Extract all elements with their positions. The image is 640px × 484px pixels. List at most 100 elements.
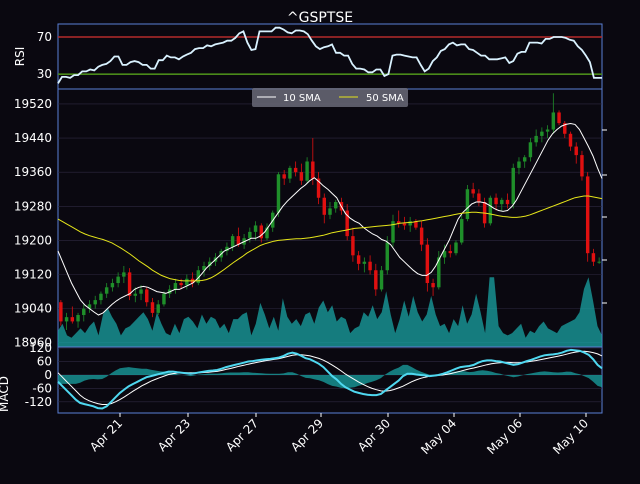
candle-body: [517, 161, 521, 168]
candle-body: [150, 302, 155, 313]
candle-body: [110, 283, 115, 288]
macd-tick-label: -60: [32, 381, 52, 395]
candle-body: [402, 223, 407, 226]
candle-body: [368, 261, 372, 271]
candle-body: [591, 253, 596, 262]
sma10-line: [57, 122, 603, 316]
rsi-tick-label: 30: [37, 67, 52, 81]
price-panel: 18960 19040 19120 19200 19280 19360 19440 19520…: [14, 88, 607, 350]
candle-body: [288, 167, 292, 179]
candle-body: [351, 236, 355, 256]
candle-body: [448, 251, 452, 254]
candle-body: [414, 221, 418, 228]
price-tick-label: 19120: [14, 268, 52, 282]
candle-body: [385, 242, 389, 271]
candle-body: [293, 167, 298, 173]
candle-body: [139, 289, 143, 294]
macd-tick-label: 60: [37, 355, 52, 369]
candle-body: [585, 176, 590, 254]
candle-body: [425, 244, 430, 284]
candle-body: [356, 255, 361, 264]
candle-body: [574, 146, 578, 156]
rsi-tick-label: 70: [37, 30, 52, 44]
candle-body: [133, 293, 138, 296]
candle-body: [345, 210, 349, 237]
candle-body: [396, 221, 401, 224]
candle-body: [196, 270, 201, 284]
candle-body: [488, 197, 493, 224]
signal-line: [57, 350, 603, 405]
candle-body: [494, 197, 498, 205]
candle-body: [528, 142, 533, 158]
macd-histogram: [58, 364, 602, 389]
price-tick-label: 19440: [14, 131, 52, 145]
candle-body: [551, 112, 556, 130]
chart-title: ^GSPTSE: [287, 10, 353, 26]
candle-body: [540, 131, 544, 136]
candle-body: [316, 178, 321, 198]
sma50-line: [57, 195, 603, 282]
macd-line: [57, 348, 603, 410]
candle-body: [185, 278, 189, 286]
candle-body: [568, 133, 573, 147]
candle-body: [459, 219, 464, 243]
candle-body: [442, 251, 447, 258]
legend-box: [252, 88, 408, 107]
candle-body: [179, 283, 183, 286]
candle-body: [391, 221, 395, 243]
candle-body: [208, 261, 212, 266]
rsi-panel: 30 70 RSI: [13, 23, 603, 90]
candle-body: [248, 231, 252, 239]
price-tick-label: 19280: [14, 199, 52, 213]
macd-tick-label: 120: [29, 341, 52, 355]
candle-body: [253, 225, 258, 232]
candle-body: [419, 227, 424, 245]
price-tick-label: 18960: [14, 336, 52, 350]
candle-body: [563, 123, 567, 134]
candle-body: [374, 270, 378, 290]
candle-body: [173, 283, 178, 290]
candle-body: [276, 174, 281, 213]
candle-body: [230, 236, 235, 247]
candle-body: [162, 293, 166, 305]
candle-body: [545, 129, 550, 132]
candle-body: [282, 174, 286, 179]
candle-body: [299, 172, 304, 181]
macd-axis-label: MACD: [0, 376, 11, 412]
candle-body: [437, 257, 441, 288]
candle-body: [597, 261, 601, 263]
candle-body: [236, 236, 241, 245]
legend-sma10-label: 10 SMA: [283, 93, 321, 104]
candle-body: [334, 202, 338, 209]
candle-body: [265, 227, 269, 239]
candle-body: [156, 304, 160, 313]
volume-area: [58, 277, 602, 347]
candle-body: [311, 161, 315, 179]
candle-body: [145, 289, 149, 303]
candle-body: [379, 270, 384, 290]
candle-body: [99, 293, 103, 301]
candle-body: [93, 300, 97, 305]
candle-body: [505, 199, 510, 205]
macd-tick-label: 0: [44, 368, 52, 382]
rsi-axis-label: RSI: [13, 47, 27, 67]
candle-body: [127, 272, 132, 296]
legend-sma50-label: 50 SMA: [366, 93, 404, 104]
candle-body: [64, 317, 69, 322]
price-tick-label: 19520: [14, 97, 52, 111]
candle-body: [202, 265, 206, 271]
candle-body: [322, 197, 326, 215]
candle-body: [511, 167, 515, 205]
candle-body: [522, 157, 527, 162]
price-legend: 10 SMA 50 SMA: [252, 88, 408, 107]
candle-body: [557, 112, 561, 124]
candle-body: [362, 261, 367, 264]
candle-body: [500, 199, 504, 205]
candle-body: [259, 225, 264, 239]
rsi-line: [57, 26, 602, 84]
candle-body: [225, 246, 229, 252]
candle-body: [116, 276, 120, 284]
candle-body: [431, 283, 435, 288]
candle-body: [580, 155, 584, 177]
